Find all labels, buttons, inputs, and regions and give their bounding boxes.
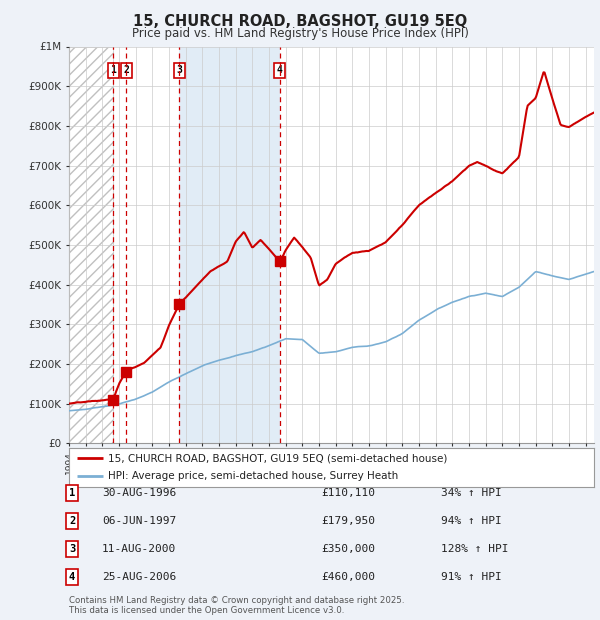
Text: Contains HM Land Registry data © Crown copyright and database right 2025.
This d: Contains HM Land Registry data © Crown c… bbox=[69, 596, 404, 615]
Text: 06-JUN-1997: 06-JUN-1997 bbox=[102, 516, 176, 526]
Text: 15, CHURCH ROAD, BAGSHOT, GU19 5EQ (semi-detached house): 15, CHURCH ROAD, BAGSHOT, GU19 5EQ (semi… bbox=[109, 453, 448, 463]
Text: 30-AUG-1996: 30-AUG-1996 bbox=[102, 488, 176, 498]
Text: 2: 2 bbox=[69, 516, 75, 526]
Text: 25-AUG-2006: 25-AUG-2006 bbox=[102, 572, 176, 582]
Text: £110,110: £110,110 bbox=[321, 488, 375, 498]
Text: 3: 3 bbox=[69, 544, 75, 554]
Bar bbox=[179, 46, 280, 443]
Text: 11-AUG-2000: 11-AUG-2000 bbox=[102, 544, 176, 554]
Text: 4: 4 bbox=[277, 65, 283, 75]
Text: £460,000: £460,000 bbox=[321, 572, 375, 582]
Text: £179,950: £179,950 bbox=[321, 516, 375, 526]
Text: £350,000: £350,000 bbox=[321, 544, 375, 554]
Text: 34% ↑ HPI: 34% ↑ HPI bbox=[441, 488, 502, 498]
Text: 4: 4 bbox=[69, 572, 75, 582]
Text: 1: 1 bbox=[69, 488, 75, 498]
Text: 2: 2 bbox=[124, 65, 129, 75]
Text: 91% ↑ HPI: 91% ↑ HPI bbox=[441, 572, 502, 582]
Bar bbox=[69, 46, 113, 443]
Text: 94% ↑ HPI: 94% ↑ HPI bbox=[441, 516, 502, 526]
Text: Price paid vs. HM Land Registry's House Price Index (HPI): Price paid vs. HM Land Registry's House … bbox=[131, 27, 469, 40]
Text: 128% ↑ HPI: 128% ↑ HPI bbox=[441, 544, 509, 554]
Text: HPI: Average price, semi-detached house, Surrey Heath: HPI: Average price, semi-detached house,… bbox=[109, 471, 398, 481]
Text: 15, CHURCH ROAD, BAGSHOT, GU19 5EQ: 15, CHURCH ROAD, BAGSHOT, GU19 5EQ bbox=[133, 14, 467, 29]
Text: 3: 3 bbox=[176, 65, 182, 75]
Text: 1: 1 bbox=[110, 65, 116, 75]
